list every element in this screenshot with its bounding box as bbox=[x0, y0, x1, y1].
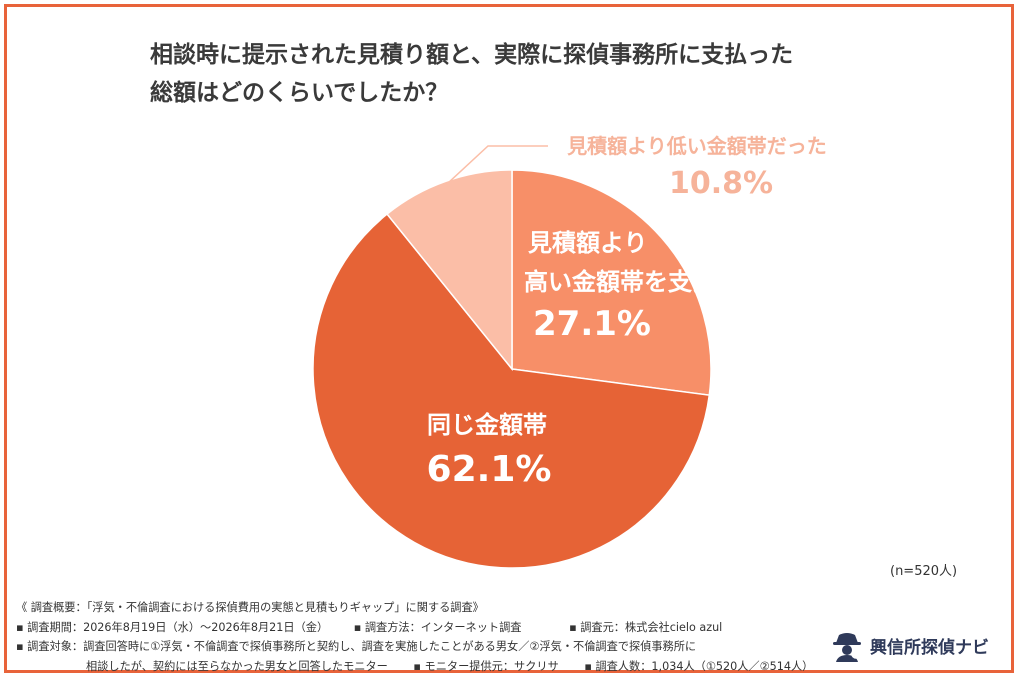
brand-logo: 興信所探偵ナビ bbox=[830, 628, 1010, 662]
footer-method: ▪ 調査方法：インターネット調査 bbox=[353, 620, 522, 634]
title-line-2: 総額はどのくらいでしたか？ bbox=[150, 80, 449, 106]
chart-frame bbox=[4, 4, 1014, 673]
pie-slice-3 bbox=[386, 169, 513, 372]
pie-slice-2 bbox=[312, 213, 711, 569]
survey-footer: 《 調査概要：「浮気・不倫調査における探偵費用の実態と見積もりギャップ」に関する… bbox=[16, 598, 816, 676]
footer-source: ▪ 調査元：株式会社cielo azul bbox=[569, 620, 723, 634]
footer-target: ▪ 調査対象：調査回答時に①浮気・不倫調査で探偵事務所と契約し、調査を実施したこ… bbox=[16, 640, 697, 653]
sample-size-label: (n=520人) bbox=[890, 564, 958, 579]
slice-2-value-label: 62.1% bbox=[427, 449, 552, 490]
title-line-1: 相談時に提示された見積り額と、実際に探偵事務所に支払った bbox=[150, 42, 794, 68]
detective-icon bbox=[833, 633, 861, 662]
footer-row-2: ▪ 調査期間：2026年8月19日（水）〜2026年8月21日（金） ▪ 調査方… bbox=[16, 618, 816, 638]
footer-count: ▪ 調査人数：1,034人（①520人／②514人） bbox=[584, 659, 814, 673]
slice-1-label-line-1: 見積額より bbox=[528, 229, 648, 257]
footer-row-4: 相談したが、契約には至らなかった男女と回答したモニター ▪ モニター提供元：サク… bbox=[16, 657, 816, 677]
footer-summary: 《 調査概要：「浮気・不倫調査における探偵費用の実態と見積もりギャップ」に関する… bbox=[16, 601, 484, 614]
footer-provider: ▪ モニター提供元：サクリサ bbox=[413, 659, 559, 673]
logo-text: 興信所探偵ナビ bbox=[870, 637, 989, 658]
slice-2-label: 同じ金額帯 bbox=[427, 411, 547, 439]
chart-title: 相談時に提示された見積り額と、実際に探偵事務所に支払った 総額はどのくらいでした… bbox=[150, 36, 870, 112]
slice-1-value-label: 27.1% bbox=[533, 304, 651, 344]
slice-3-label: 見積額より低い金額帯だった bbox=[567, 134, 827, 158]
footer-period: ▪ 調査期間：2026年8月19日（水）〜2026年8月21日（金） bbox=[16, 620, 329, 634]
slice-3-leader-line bbox=[446, 145, 548, 185]
slice-3-value-label: 10.8% bbox=[669, 166, 773, 201]
slice-1-label-line-2: 高い金額帯を支払った bbox=[524, 268, 764, 296]
footer-target-cont: 相談したが、契約には至らなかった男女と回答したモニター bbox=[86, 659, 388, 673]
pie-slice-1 bbox=[511, 169, 712, 397]
